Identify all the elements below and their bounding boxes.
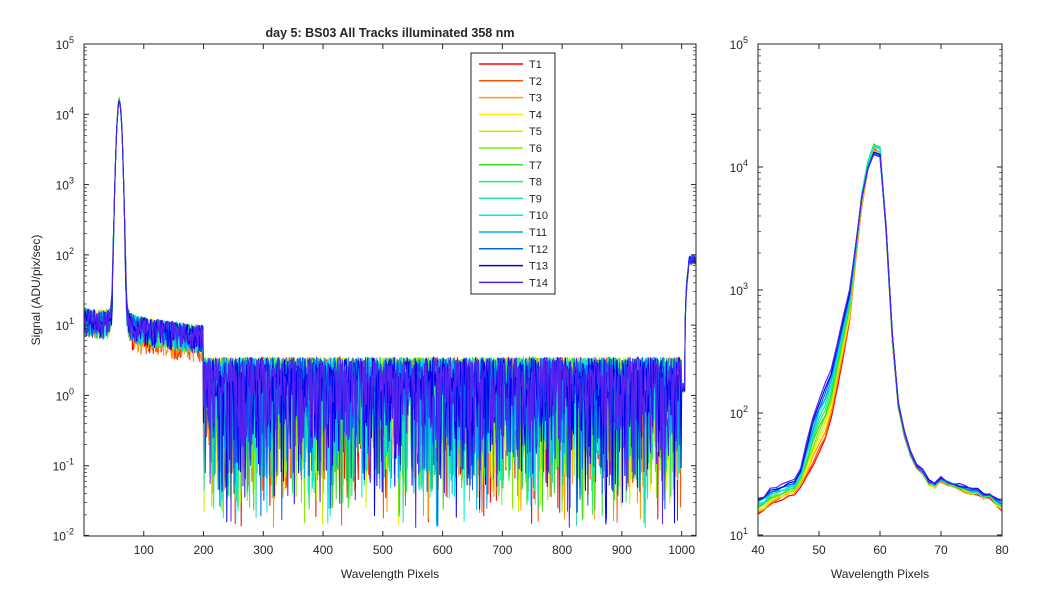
legend-label-T5: T5 xyxy=(529,126,542,138)
right-y-tick-label: 105 xyxy=(730,35,748,52)
left-y-tick-label: 10-2 xyxy=(53,526,74,543)
legend-label-T9: T9 xyxy=(529,193,542,205)
legend-label-T4: T4 xyxy=(529,109,542,121)
left-x-tick-label: 400 xyxy=(313,543,333,557)
left-series-line-T14 xyxy=(84,102,697,528)
right-x-tick-label: 50 xyxy=(812,543,826,557)
legend-label-T7: T7 xyxy=(529,160,542,172)
right-x-tick-label: 40 xyxy=(751,543,765,557)
right-y-tick-label: 101 xyxy=(730,526,748,543)
left-plot-frame xyxy=(83,43,697,537)
left-series-group xyxy=(84,96,697,528)
left-x-tick-label: 800 xyxy=(552,543,572,557)
legend-label-T6: T6 xyxy=(529,143,542,155)
legend-label-T1: T1 xyxy=(529,59,542,71)
right-y-tick-label: 104 xyxy=(730,158,748,175)
legend-label-T14: T14 xyxy=(529,277,548,289)
left-y-tick-label: 105 xyxy=(56,35,74,52)
right-series-line-T13 xyxy=(757,151,1003,502)
left-x-tick-label: 300 xyxy=(253,543,273,557)
left-x-tick-label: 100 xyxy=(134,543,154,557)
left-chart-title: day 5: BS03 All Tracks illuminated 358 n… xyxy=(266,26,515,40)
legend-label-T11: T11 xyxy=(529,227,547,239)
right-x-tick-label: 70 xyxy=(934,543,948,557)
right-y-tick-label: 102 xyxy=(730,404,748,421)
legend: T1 T2 T3 T4 T5 T6 T7 T8 T9 T10 T11 T12 T13 T14 xyxy=(470,52,556,295)
right-chart: 40 50 60 70 80 101 102 103 104 105 Wavelength Pix… xyxy=(730,35,1009,581)
right-x-axis-label: Wavelength Pixels xyxy=(831,567,929,581)
right-plot-area xyxy=(758,44,1002,536)
right-x-tick-label: 80 xyxy=(995,543,1009,557)
left-y-axis-label: Signal (ADU/pix/sec) xyxy=(29,235,43,346)
right-y-tick-label: 103 xyxy=(730,281,748,298)
legend-label-T3: T3 xyxy=(529,93,542,105)
legend-label-T13: T13 xyxy=(529,261,548,273)
legend-label-T8: T8 xyxy=(529,177,542,189)
legend-items: T1 T2 T3 T4 T5 T6 T7 T8 T9 T10 T11 T12 T13 T14 xyxy=(479,59,548,289)
left-y-tick-label: 100 xyxy=(56,386,74,403)
left-x-tick-label: 700 xyxy=(492,543,512,557)
left-x-axis-label: Wavelength Pixels xyxy=(341,567,439,581)
right-series-line-T14 xyxy=(757,153,1003,502)
left-x-tick-label: 200 xyxy=(194,543,214,557)
left-y-tick-label: 102 xyxy=(56,246,74,263)
left-x-tick-label: 1000 xyxy=(668,543,695,557)
right-series-group xyxy=(757,142,1003,515)
left-chart: 100 200 300 400 500 600 700 800 900 1000 10-2 10-1 1… xyxy=(29,26,697,581)
legend-label-T10: T10 xyxy=(529,210,548,222)
left-x-tick-label: 600 xyxy=(433,543,453,557)
right-x-tick-label: 60 xyxy=(873,543,887,557)
left-y-tick-label: 101 xyxy=(56,316,74,333)
left-x-tick-label: 900 xyxy=(612,543,632,557)
legend-label-T2: T2 xyxy=(529,76,542,88)
left-y-tick-label: 10-1 xyxy=(53,457,74,474)
right-plot-frame xyxy=(757,43,1003,537)
legend-label-T12: T12 xyxy=(529,244,548,256)
left-x-tick-label: 500 xyxy=(373,543,393,557)
left-y-tick-label: 104 xyxy=(56,105,74,122)
left-y-tick-label: 103 xyxy=(56,176,74,193)
legend-box xyxy=(470,52,556,295)
